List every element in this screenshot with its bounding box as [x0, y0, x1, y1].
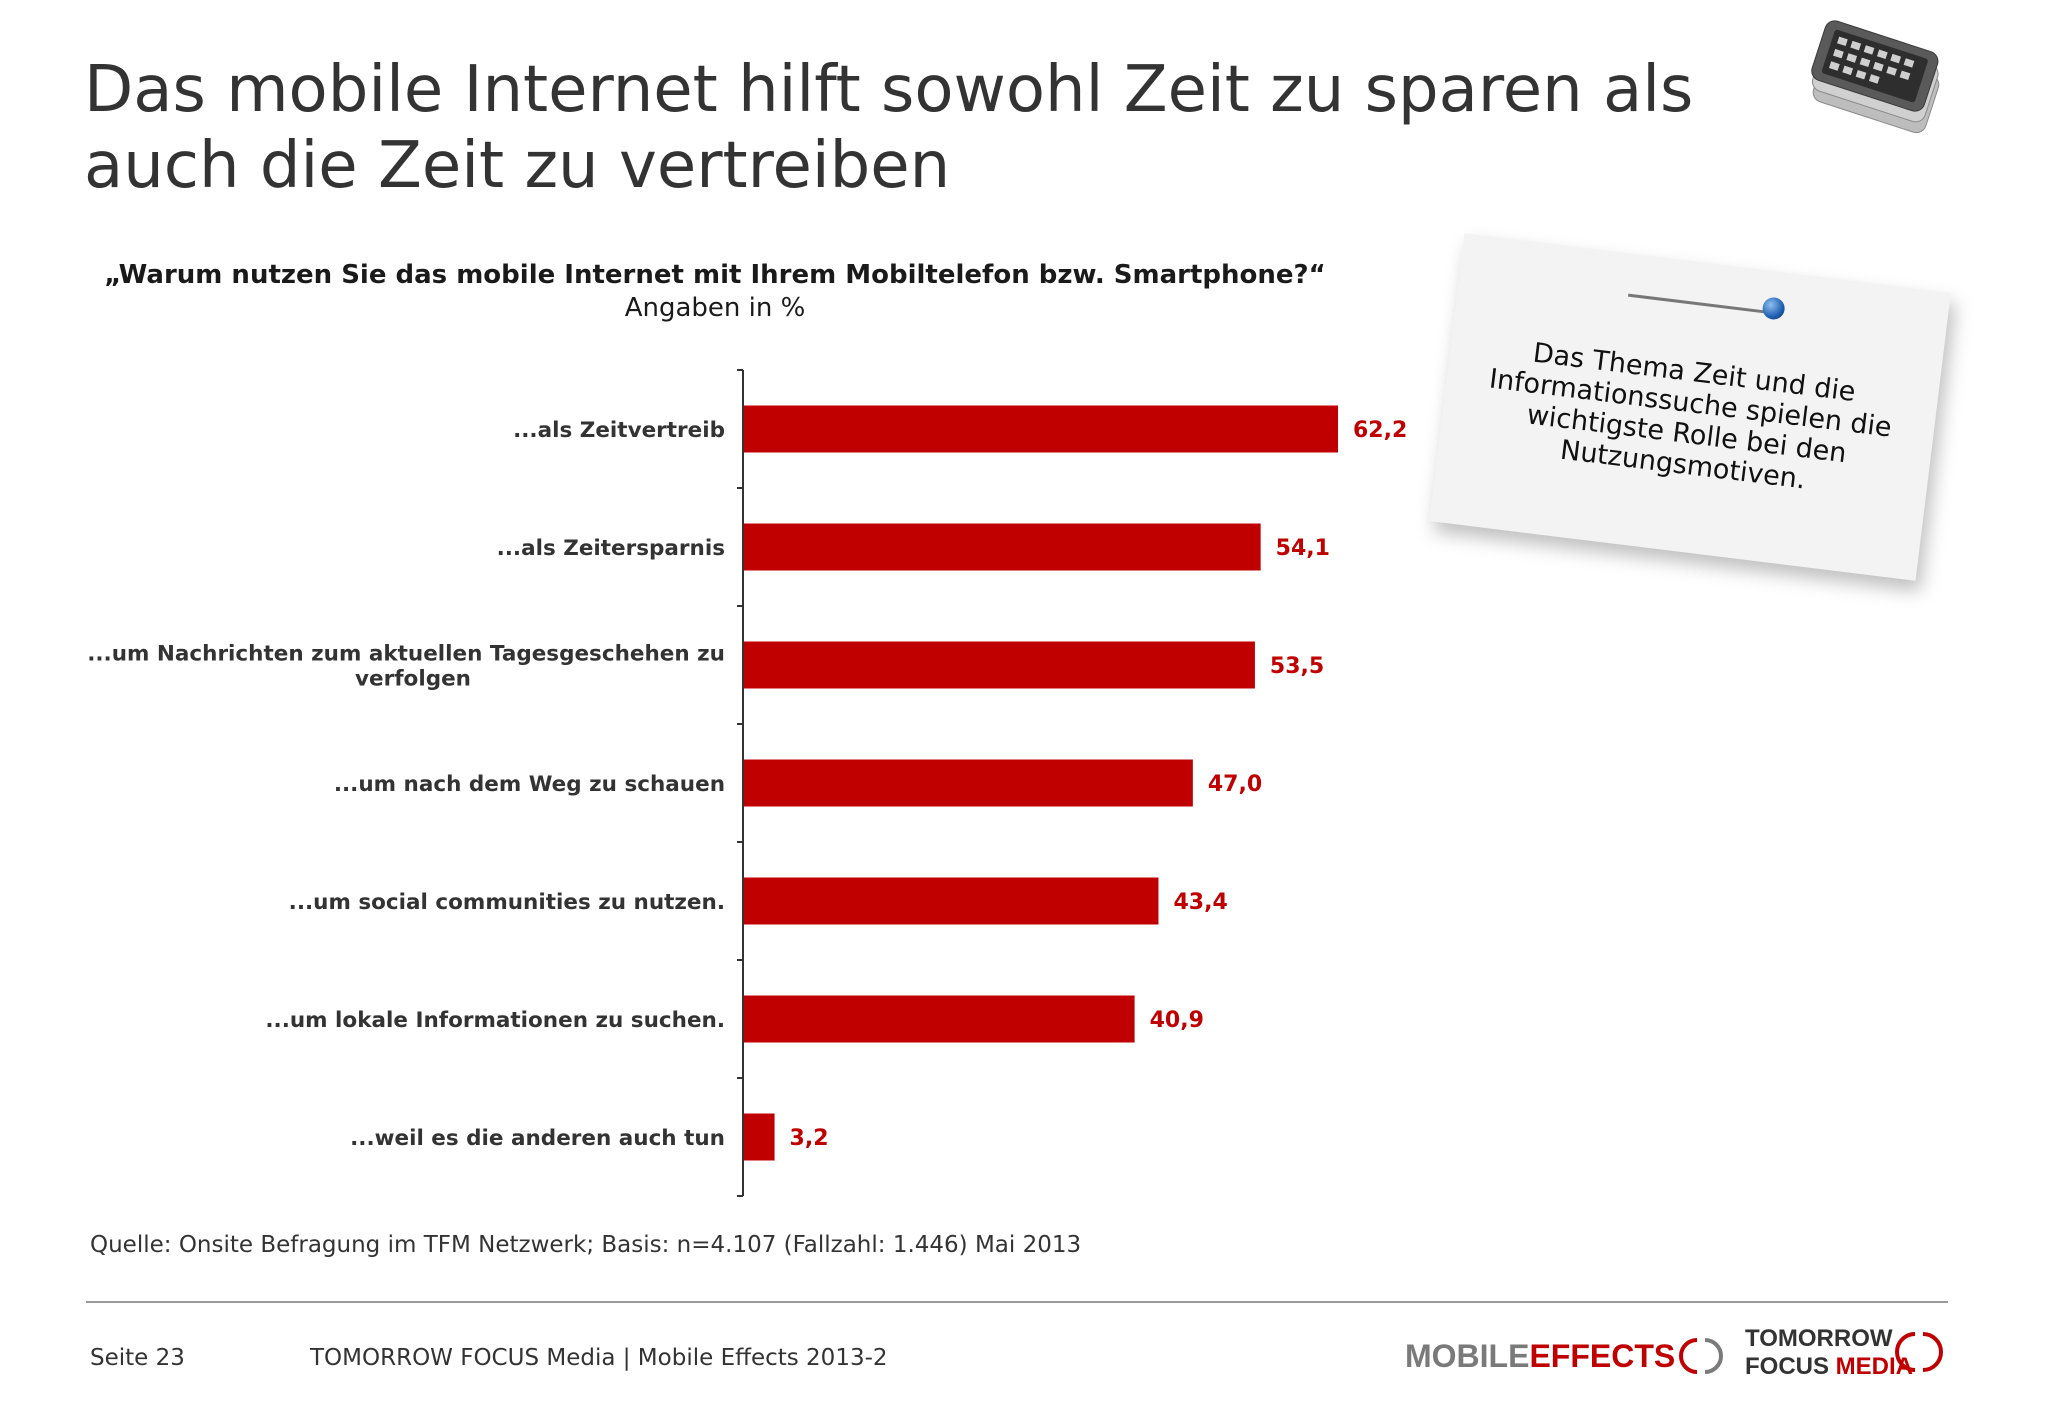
category-label-3: ...um Nachrichten zum aktuellen Tagesges… [87, 642, 725, 667]
value-label-7: 3,2 [790, 1126, 829, 1151]
survey-question: „Warum nutzen Sie das mobile Internet mi… [104, 260, 1326, 290]
bar-5 [744, 877, 1159, 925]
page-title: Das mobile Internet hilft sowohl Zeit zu… [84, 53, 1694, 203]
category-label-3: verfolgen [355, 667, 471, 692]
bar-7 [744, 1113, 775, 1161]
bar-6 [744, 995, 1135, 1043]
bar-3 [744, 641, 1255, 689]
source-note: Quelle: Onsite Befragung im TFM Netzwerk… [90, 1232, 1082, 1258]
bar-4 [744, 759, 1193, 807]
unit-label: Angaben in % [624, 293, 806, 323]
value-label-1: 62,2 [1353, 418, 1407, 443]
sticky-note: Das Thema Zeit und die Informationssuche… [1429, 233, 1951, 581]
category-label-5: ...um social communities zu nutzen. [289, 890, 725, 915]
value-label-3: 53,5 [1270, 654, 1324, 679]
value-label-5: 43,4 [1173, 890, 1227, 915]
bar-2 [744, 523, 1261, 571]
smartphone-stack-icon [1790, 20, 1960, 150]
category-label-1: ...als Zeitvertreib [513, 418, 725, 443]
mobile-effects-logo: MOBILEEFFECTS [1405, 1338, 1723, 1374]
value-label-4: 47,0 [1208, 772, 1262, 797]
svg-text:TOMORROW: TOMORROW [1745, 1325, 1893, 1352]
value-label-6: 40,9 [1150, 1008, 1204, 1033]
svg-text:FOCUS MEDIA: FOCUS MEDIA [1745, 1353, 1913, 1380]
footer-divider [86, 1301, 1948, 1303]
pin-icon [1761, 296, 1786, 321]
pin-needle [1627, 293, 1768, 314]
category-label-7: ...weil es die anderen auch tun [350, 1126, 725, 1151]
footer-text: TOMORROW FOCUS Media | Mobile Effects 20… [310, 1345, 888, 1371]
tomorrow-focus-media-logo: TOMORROW FOCUS MEDIA [1745, 1325, 1943, 1380]
page-number: Seite 23 [90, 1345, 185, 1371]
category-label-2: ...als Zeitersparnis [497, 536, 725, 561]
category-label-4: ...um nach dem Weg zu schauen [334, 772, 725, 797]
chart-marks: 62,2 ...als Zeitvertreib 54,1 ...als Zeiter… [87, 369, 1407, 1197]
svg-text:MOBILEEFFECTS: MOBILEEFFECTS [1405, 1338, 1675, 1374]
category-label-6: ...um lokale Informationen zu suchen. [265, 1008, 725, 1033]
value-label-2: 54,1 [1276, 536, 1330, 561]
bar-chart: 62,2 ...als Zeitvertreib 54,1 ...als Zeiter… [87, 369, 1407, 1197]
bar-1 [744, 405, 1339, 453]
note-text: Das Thema Zeit und die Informationssuche… [1487, 337, 1894, 496]
